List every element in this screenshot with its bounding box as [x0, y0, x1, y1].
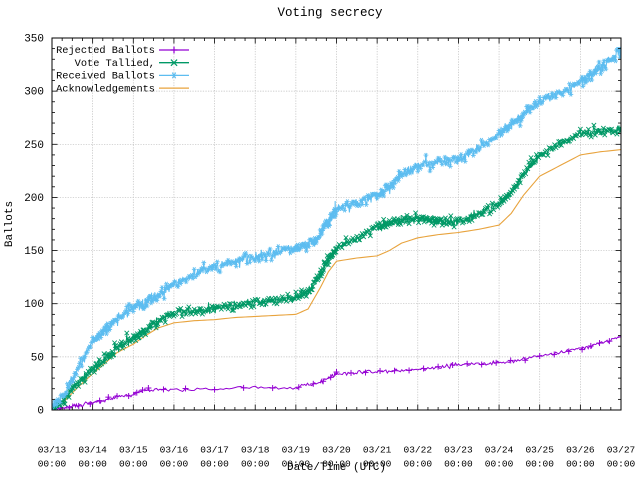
svg-text:250: 250	[24, 140, 44, 152]
svg-text:03/25: 03/25	[525, 445, 554, 456]
svg-text:150: 150	[24, 246, 44, 258]
svg-text:03/23: 03/23	[444, 445, 473, 456]
svg-text:03/26: 03/26	[566, 445, 595, 456]
svg-text:00:00: 00:00	[485, 459, 514, 470]
svg-text:300: 300	[24, 87, 44, 99]
svg-text:03/13: 03/13	[38, 445, 67, 456]
svg-text:00:00: 00:00	[444, 459, 473, 470]
svg-text:03/17: 03/17	[200, 445, 229, 456]
svg-text:00:00: 00:00	[119, 459, 148, 470]
svg-text:03/14: 03/14	[78, 445, 107, 456]
svg-text:00:00: 00:00	[160, 459, 189, 470]
svg-text:0: 0	[37, 406, 44, 418]
svg-text:03/19: 03/19	[282, 445, 311, 456]
svg-text:Date/Time (UTC): Date/Time (UTC)	[287, 462, 386, 474]
svg-text:Voting secrecy: Voting secrecy	[277, 6, 383, 20]
svg-text:00:00: 00:00	[404, 459, 433, 470]
svg-text:00:00: 00:00	[607, 459, 636, 470]
svg-text:100: 100	[24, 299, 44, 311]
svg-text:00:00: 00:00	[78, 459, 107, 470]
svg-text:Received Ballots: Received Ballots	[56, 71, 155, 83]
svg-text:03/22: 03/22	[404, 445, 433, 456]
svg-text:03/20: 03/20	[322, 445, 351, 456]
svg-text:03/18: 03/18	[241, 445, 270, 456]
svg-text:03/21: 03/21	[363, 445, 392, 456]
svg-text:Rejected Ballots: Rejected Ballots	[56, 45, 155, 57]
svg-text:200: 200	[24, 193, 44, 205]
svg-text:Vote Tallied,: Vote Tallied,	[75, 58, 155, 70]
svg-text:50: 50	[31, 352, 44, 364]
svg-text:00:00: 00:00	[38, 459, 67, 470]
svg-text:350: 350	[24, 34, 44, 46]
svg-text:00:00: 00:00	[566, 459, 595, 470]
svg-text:00:00: 00:00	[241, 459, 270, 470]
svg-text:Ballots: Ballots	[4, 201, 16, 247]
svg-text:03/24: 03/24	[485, 445, 514, 456]
svg-text:03/27: 03/27	[607, 445, 636, 456]
svg-text:03/15: 03/15	[119, 445, 148, 456]
svg-text:00:00: 00:00	[200, 459, 229, 470]
svg-text:03/16: 03/16	[160, 445, 189, 456]
svg-text:Acknowledgements: Acknowledgements	[56, 83, 155, 95]
svg-text:00:00: 00:00	[525, 459, 554, 470]
